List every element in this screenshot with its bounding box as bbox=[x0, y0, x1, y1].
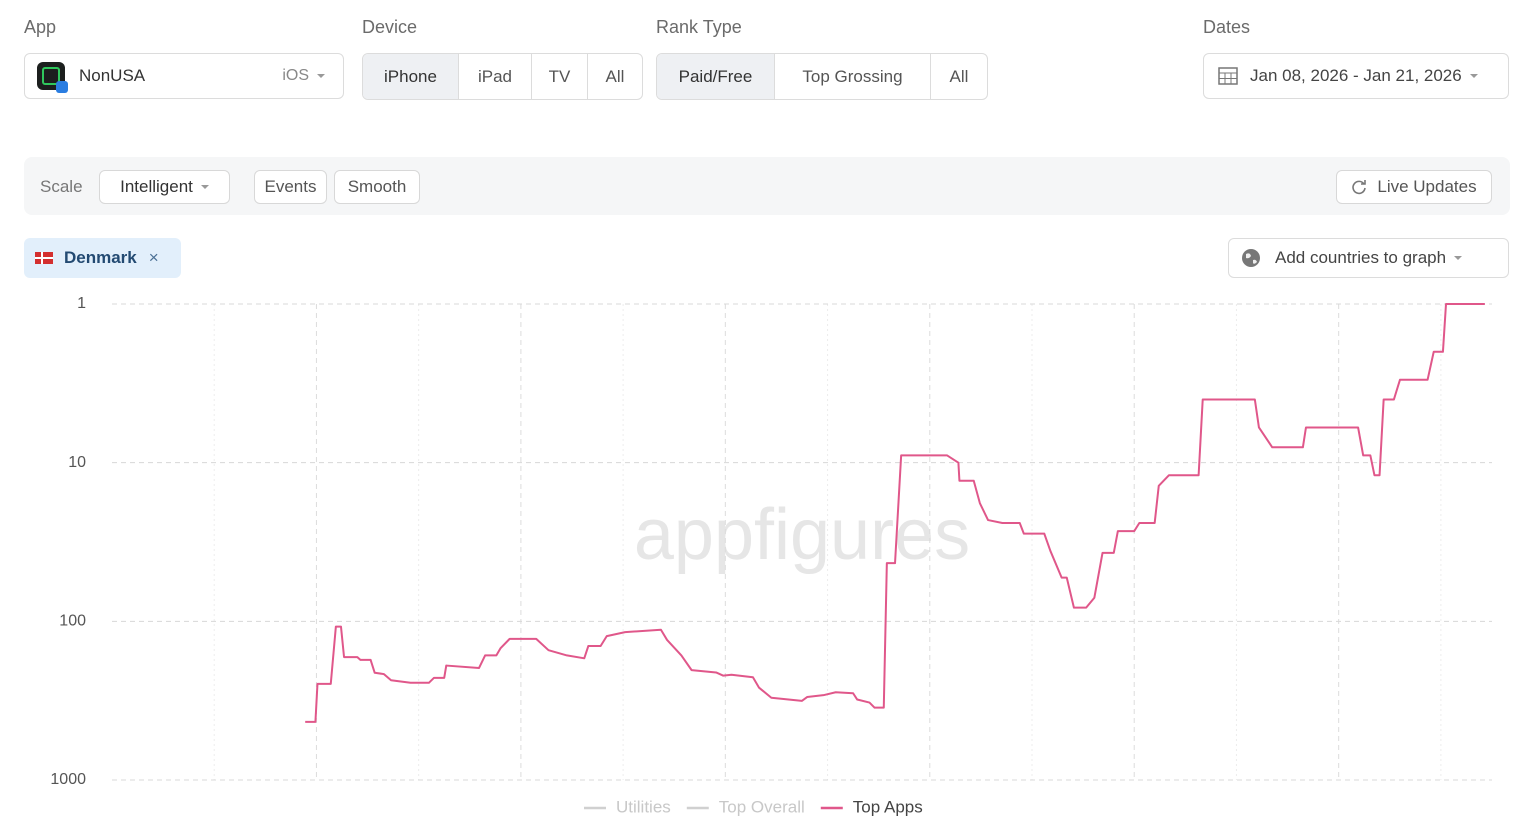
smooth-button[interactable]: Smooth bbox=[334, 170, 420, 204]
legend-label: Utilities bbox=[616, 797, 671, 816]
country-name: Denmark bbox=[64, 248, 137, 267]
flag-icon bbox=[35, 252, 53, 264]
toggle-option[interactable]: All bbox=[605, 66, 625, 86]
app-label: App bbox=[24, 17, 57, 37]
y-tick-label: 1000 bbox=[50, 771, 86, 788]
date-range: Jan 08, 2026 - Jan 21, 2026 bbox=[1250, 66, 1462, 85]
scale-label: Scale bbox=[40, 177, 83, 196]
app-selector[interactable]: NonUSA iOS bbox=[24, 53, 344, 99]
rank-type-label: Rank Type bbox=[656, 17, 742, 37]
add-countries-label: Add countries to graph bbox=[1275, 248, 1447, 267]
app-name: NonUSA bbox=[79, 66, 146, 85]
legend-label: Top Overall bbox=[719, 797, 805, 816]
country-chip[interactable]: Denmark × bbox=[24, 238, 181, 278]
device-label: Device bbox=[362, 17, 418, 37]
scale-dropdown[interactable]: Intelligent bbox=[99, 170, 230, 204]
rank-line bbox=[305, 303, 1485, 723]
remove-country[interactable]: × bbox=[148, 248, 159, 267]
scale-value: Intelligent bbox=[120, 177, 193, 196]
refresh-icon bbox=[1352, 180, 1367, 195]
platform[interactable]: iOS bbox=[282, 67, 309, 84]
y-tick-label: 100 bbox=[59, 613, 86, 630]
toggle-option[interactable]: Top Grossing bbox=[775, 54, 931, 99]
add-countries[interactable]: Add countries to graph bbox=[1228, 238, 1509, 278]
toggle-option[interactable]: iPad bbox=[459, 54, 532, 99]
toggle-option[interactable]: TV bbox=[532, 54, 588, 99]
watermark: appfigures bbox=[634, 495, 970, 575]
toggle-option[interactable]: All bbox=[949, 66, 969, 86]
toggle-option[interactable]: Paid/Free bbox=[657, 54, 775, 99]
events-button[interactable]: Events bbox=[254, 170, 327, 204]
globe-icon bbox=[1242, 249, 1260, 267]
y-tick-label: 10 bbox=[68, 454, 86, 471]
live-updates-button[interactable]: Live Updates bbox=[1336, 170, 1492, 204]
device-toggle: iPhone iPad TV All bbox=[362, 53, 643, 100]
app-icon bbox=[37, 62, 68, 93]
date-picker[interactable]: Jan 08, 2026 - Jan 21, 2026 bbox=[1203, 53, 1509, 99]
legend-label: Top Apps bbox=[853, 797, 923, 816]
y-tick-label: 1 bbox=[77, 295, 86, 312]
rank-type-toggle: Paid/Free Top Grossing All bbox=[656, 53, 988, 100]
live-updates-label: Live Updates bbox=[1377, 177, 1477, 196]
dates-label: Dates bbox=[1203, 17, 1251, 37]
calendar-icon bbox=[1218, 67, 1238, 85]
toggle-option[interactable]: iPhone bbox=[363, 54, 459, 99]
